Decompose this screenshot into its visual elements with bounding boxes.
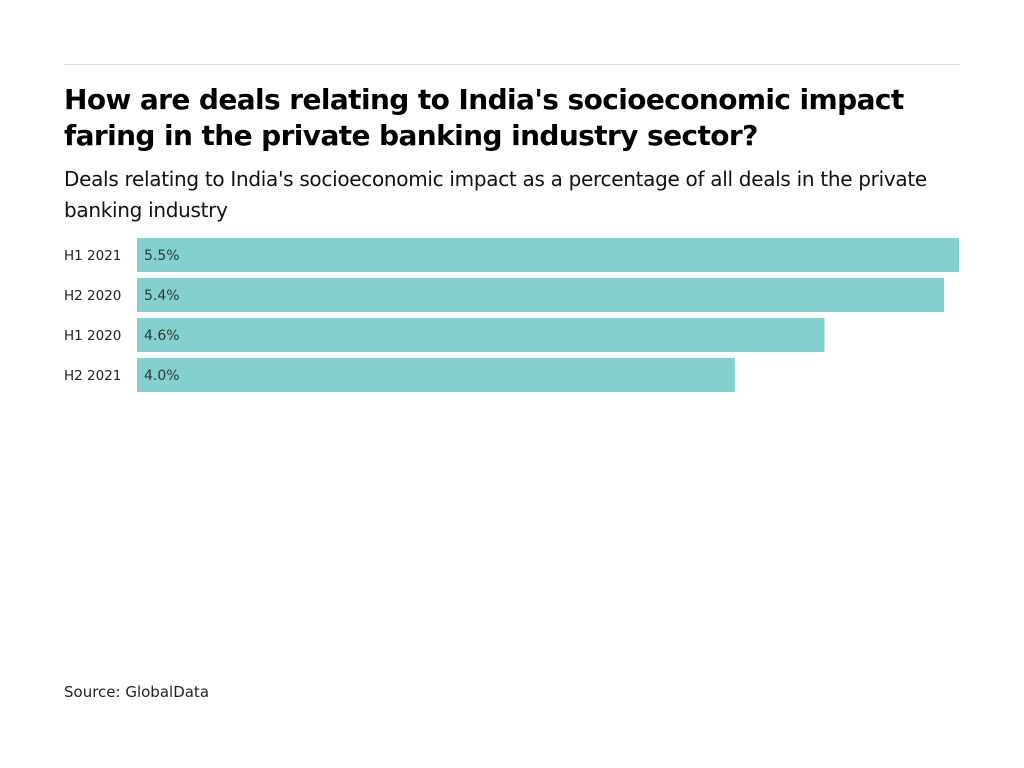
chart-title: How are deals relating to India's socioe…: [64, 83, 904, 152]
value-label: 5.4%: [144, 288, 180, 304]
chart-subtitle: Deals relating to India's socioeconomic …: [64, 167, 927, 222]
bar: [137, 318, 825, 352]
source-note: Source: GlobalData: [64, 683, 210, 701]
category-label: H2 2021: [64, 368, 121, 384]
value-label: 5.5%: [144, 248, 180, 264]
top-divider: [64, 64, 960, 65]
value-label: 4.0%: [144, 368, 180, 384]
bar: [137, 278, 945, 312]
category-label: H1 2020: [64, 328, 121, 344]
category-label: H1 2021: [64, 248, 121, 264]
category-label: H2 2020: [64, 288, 121, 304]
bar: [137, 358, 735, 392]
bar: [137, 238, 959, 272]
value-label: 4.6%: [144, 328, 180, 344]
